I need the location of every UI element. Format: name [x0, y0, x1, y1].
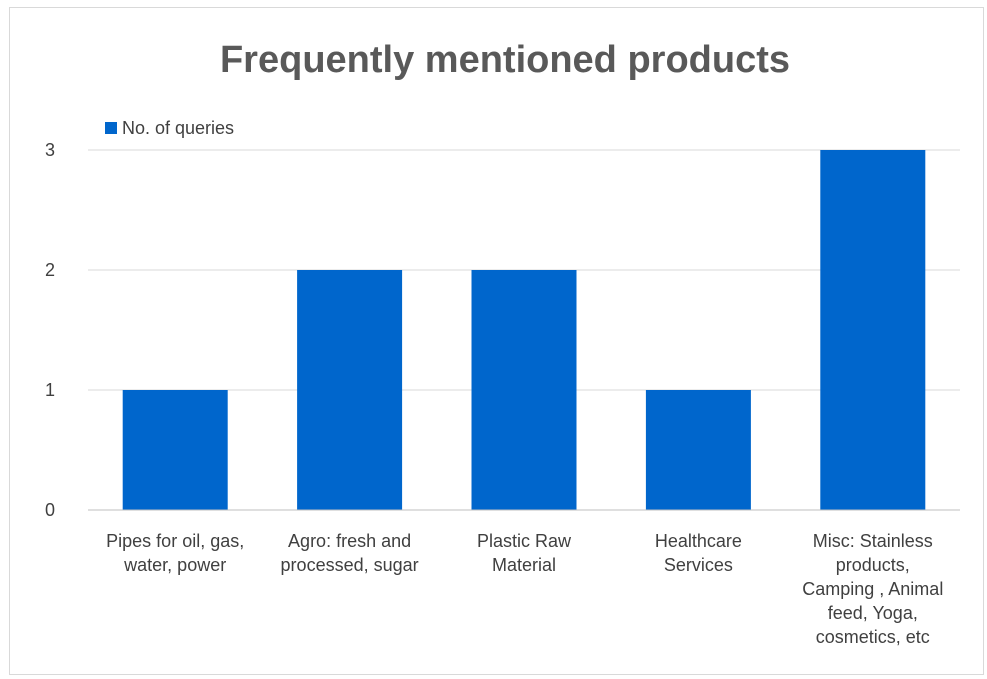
x-tick-label-line: products, — [836, 555, 910, 575]
x-tick-label: Agro: fresh and processed, sugar — [281, 531, 419, 575]
legend: No. of queries — [105, 118, 234, 138]
bar-4 — [645, 390, 751, 510]
legend-label: No. of queries — [122, 118, 234, 138]
x-tick-label: Healthcare Services — [655, 531, 742, 575]
x-tick-label-line: Services — [664, 555, 733, 575]
chart-title: Frequently mentioned products — [220, 39, 790, 81]
y-tick-label: 2 — [45, 260, 55, 280]
x-tick-label-line: Agro: fresh and — [288, 531, 411, 551]
bar-chart: Frequently mentioned products No. of que… — [45, 39, 960, 647]
x-tick-label-line: Pipes for oil, gas, — [106, 531, 244, 551]
x-tick-label: Plastic Raw Material — [477, 531, 572, 575]
x-tick-label-line: feed, Yoga, — [828, 603, 918, 623]
y-tick-label: 0 — [45, 500, 55, 520]
x-tick-label-line: Misc: Stainless — [813, 531, 933, 551]
bar-2 — [297, 270, 403, 510]
x-tick-label-line: Material — [492, 555, 556, 575]
bar-3 — [471, 270, 577, 510]
x-tick-label-line: processed, sugar — [281, 555, 419, 575]
x-axis-labels: Pipes for oil, gas, water, power Agro: fre… — [106, 531, 943, 647]
x-tick-label: Pipes for oil, gas, water, power — [106, 531, 244, 575]
y-tick-label: 3 — [45, 140, 55, 160]
x-tick-label-line: Plastic Raw — [477, 531, 572, 551]
legend-swatch — [105, 122, 117, 134]
bars — [122, 150, 926, 510]
x-tick-label: Misc: Stainless products, Camping , Animal… — [802, 531, 943, 647]
x-tick-label-line: Camping , Animal — [802, 579, 943, 599]
y-tick-label: 1 — [45, 380, 55, 400]
x-tick-label-line: water, power — [123, 555, 226, 575]
y-axis-ticks: 0 1 2 3 — [45, 140, 55, 520]
x-tick-label-line: Healthcare — [655, 531, 742, 551]
x-tick-label-line: cosmetics, etc — [816, 627, 930, 647]
bar-5 — [820, 150, 926, 510]
chart-area: Frequently mentioned products No. of que… — [9, 7, 984, 675]
bar-1 — [122, 390, 228, 510]
